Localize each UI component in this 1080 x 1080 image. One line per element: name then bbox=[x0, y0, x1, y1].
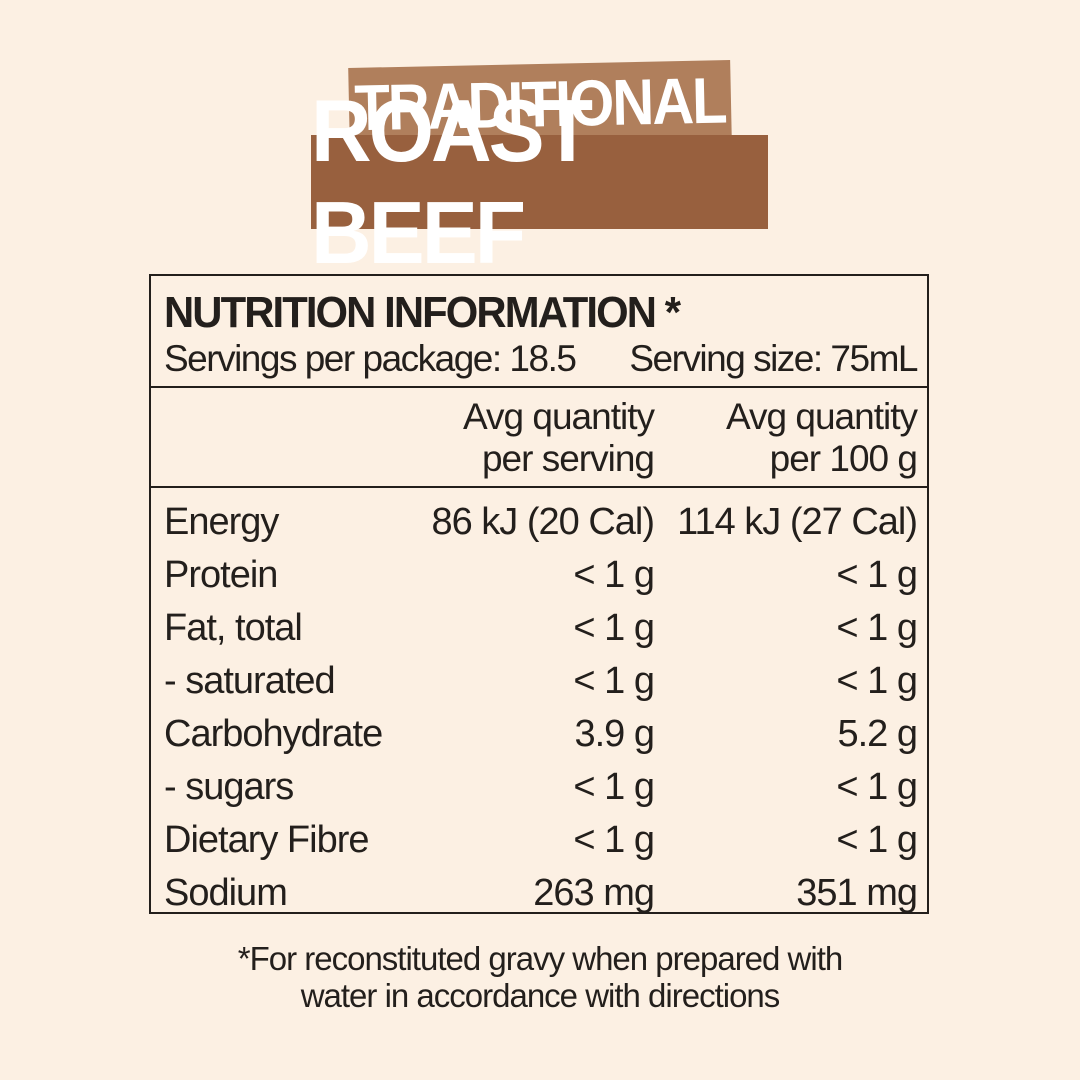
product-title: TRADITIONAL ROAST BEEF bbox=[0, 0, 1080, 282]
title-line-2: ROAST BEEF bbox=[311, 81, 593, 282]
nutrient-name: Carbohydrate bbox=[164, 713, 383, 755]
column-header-line: Avg quantity bbox=[463, 396, 655, 437]
table-row: Sodium 263 mg 351 mg bbox=[151, 867, 927, 920]
per-serving-value: 263 mg bbox=[533, 872, 655, 914]
per-100g-value: < 1 g bbox=[836, 554, 918, 596]
column-header-line: per serving bbox=[481, 438, 655, 479]
per-serving-value: < 1 g bbox=[573, 766, 655, 808]
table-row: Fat, total < 1 g < 1 g bbox=[151, 602, 927, 655]
per-serving-value: < 1 g bbox=[573, 607, 655, 649]
servings-per-package: Servings per package: 18.5 bbox=[164, 338, 577, 379]
per-100g-value: < 1 g bbox=[836, 607, 918, 649]
per-100g-value: < 1 g bbox=[836, 660, 918, 702]
footnote: *For reconstituted gravy when prepared w… bbox=[0, 940, 1080, 1014]
table-row: Energy 86 kJ (20 Cal) 114 kJ (27 Cal) bbox=[151, 496, 927, 549]
column-header-per-serving: Avg quantity per serving bbox=[463, 396, 655, 480]
nutrient-name: Energy bbox=[164, 501, 279, 543]
nutrient-name: Sodium bbox=[164, 872, 288, 914]
per-serving-value: 3.9 g bbox=[574, 713, 655, 755]
nutrient-name: - saturated bbox=[164, 660, 336, 702]
nutrient-name: Protein bbox=[164, 554, 278, 596]
footnote-line: *For reconstituted gravy when prepared w… bbox=[237, 940, 844, 977]
nutrient-name: - sugars bbox=[164, 766, 294, 808]
title-banner-bottom bbox=[311, 135, 768, 229]
table-row: Dietary Fibre < 1 g < 1 g bbox=[151, 814, 927, 867]
nutrient-name: Dietary Fibre bbox=[164, 819, 369, 861]
table-row: - saturated < 1 g < 1 g bbox=[151, 655, 927, 708]
column-header-per-100g: Avg quantity per 100 g bbox=[726, 396, 918, 480]
nutrient-name: Fat, total bbox=[164, 607, 303, 649]
per-serving-value: 86 kJ (20 Cal) bbox=[431, 501, 655, 543]
per-100g-value: 5.2 g bbox=[837, 713, 918, 755]
per-100g-value: 114 kJ (27 Cal) bbox=[677, 501, 918, 543]
column-header-line: per 100 g bbox=[769, 438, 918, 479]
per-100g-value: 351 mg bbox=[796, 872, 918, 914]
nutrition-rows: Energy 86 kJ (20 Cal) 114 kJ (27 Cal) Pr… bbox=[151, 488, 927, 920]
nutrition-header: NUTRITION INFORMATION * Servings per pac… bbox=[151, 276, 927, 388]
per-serving-value: < 1 g bbox=[573, 660, 655, 702]
nutrition-title: NUTRITION INFORMATION * bbox=[164, 288, 681, 337]
nutrition-panel: NUTRITION INFORMATION * Servings per pac… bbox=[149, 274, 929, 914]
column-headers: Avg quantity per serving Avg quantity pe… bbox=[151, 388, 927, 488]
table-row: Protein < 1 g < 1 g bbox=[151, 549, 927, 602]
serving-size: Serving size: 75mL bbox=[629, 338, 918, 379]
footnote-line: water in accordance with directions bbox=[300, 977, 781, 1014]
per-serving-value: < 1 g bbox=[573, 819, 655, 861]
table-row: - sugars < 1 g < 1 g bbox=[151, 761, 927, 814]
column-header-line: Avg quantity bbox=[726, 396, 918, 437]
table-row: Carbohydrate 3.9 g 5.2 g bbox=[151, 708, 927, 761]
per-100g-value: < 1 g bbox=[836, 766, 918, 808]
per-serving-value: < 1 g bbox=[573, 554, 655, 596]
per-100g-value: < 1 g bbox=[836, 819, 918, 861]
